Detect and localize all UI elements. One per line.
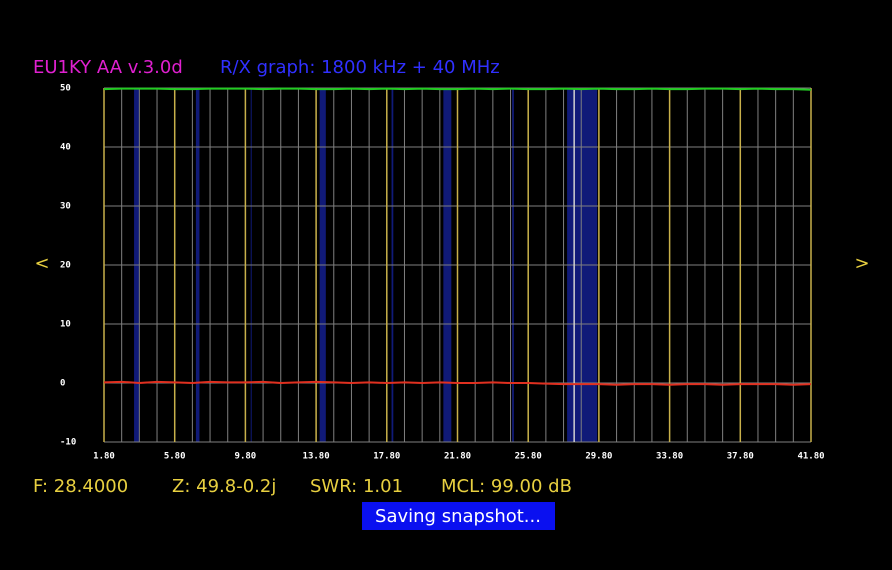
chart-title: EU1KY AA v.3.0d <box>33 57 183 78</box>
y-tick-label: 30 <box>60 202 71 212</box>
y-tick-label: 50 <box>60 84 71 94</box>
x-tick-label: 37.80 <box>727 452 754 462</box>
y-tick-label: 40 <box>60 143 71 153</box>
nav-right[interactable]: > <box>854 253 869 274</box>
status-swr: SWR: 1.01 <box>310 476 403 497</box>
nav-left[interactable]: < <box>34 253 49 274</box>
x-tick-label: 41.80 <box>797 452 824 462</box>
status-impedance: Z: 49.8-0.2j <box>172 476 276 497</box>
x-tick-label: 29.80 <box>585 452 612 462</box>
x-tick-label: 5.80 <box>164 452 186 462</box>
x-tick-label: 9.80 <box>235 452 257 462</box>
series-line <box>103 87 812 91</box>
series-line <box>103 380 812 386</box>
y-tick-label: 10 <box>60 320 71 330</box>
message-box <box>362 502 555 530</box>
chart-subtitle: R/X graph: 1800 kHz + 40 MHz <box>220 57 500 78</box>
y-tick-label: 20 <box>60 261 71 271</box>
x-tick-label: 13.80 <box>303 452 330 462</box>
x-tick-label: 33.80 <box>656 452 683 462</box>
status-mcl: MCL: 99.00 dB <box>441 476 572 497</box>
message: Saving snapshot... <box>375 506 541 527</box>
x-tick-label: 1.80 <box>93 452 115 462</box>
status-freq: F: 28.4000 <box>33 476 128 497</box>
y-tick-label: 0 <box>60 379 65 389</box>
x-tick-label: 21.80 <box>444 452 471 462</box>
x-tick-label: 25.80 <box>515 452 542 462</box>
y-tick-label: -10 <box>60 438 76 448</box>
x-tick-label: 17.80 <box>373 452 400 462</box>
